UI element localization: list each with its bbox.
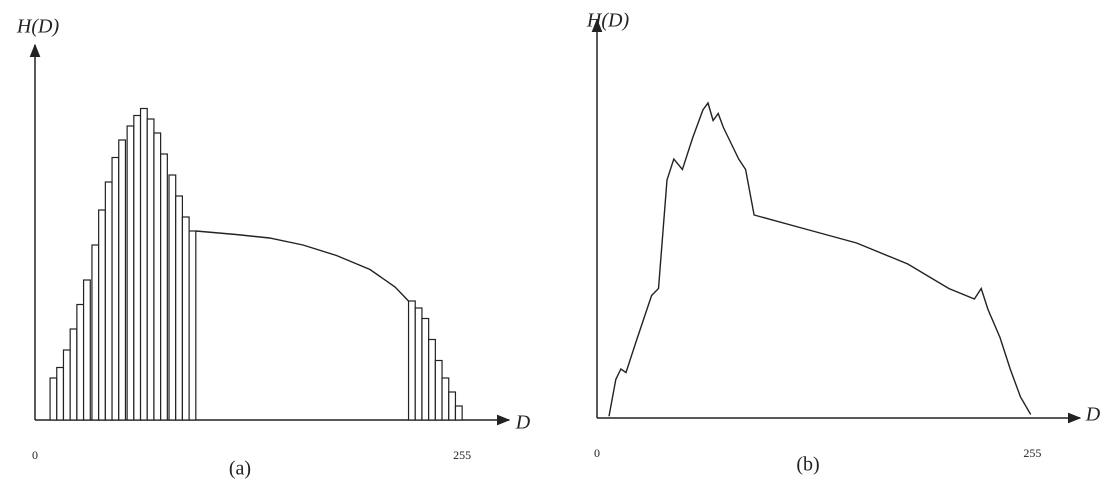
bar [147, 119, 154, 420]
x-tick-label: 0 [594, 446, 600, 460]
bar [154, 133, 161, 420]
bar [92, 245, 99, 420]
line [609, 103, 1031, 416]
bar [105, 182, 112, 420]
bar [182, 217, 189, 420]
bar [435, 361, 442, 421]
bar [70, 329, 77, 420]
bar [442, 378, 449, 420]
x-axis-label: D [1085, 404, 1101, 426]
bar [127, 126, 134, 420]
bar [119, 140, 126, 420]
bar [189, 231, 196, 420]
curve [196, 231, 409, 301]
bar [84, 280, 91, 420]
bar [176, 196, 183, 420]
x-tick-label: 255 [1023, 446, 1041, 460]
caption: (b) [796, 454, 819, 476]
bar [169, 175, 176, 420]
caption: (a) [229, 458, 251, 480]
bar [63, 350, 70, 420]
y-axis-label: H(D) [16, 16, 60, 38]
bar [415, 308, 422, 420]
bar [77, 305, 84, 421]
bar [161, 154, 168, 420]
x-tick-label: 0 [32, 448, 38, 462]
bar [455, 406, 462, 420]
bar [99, 210, 106, 420]
bar [429, 340, 436, 421]
bar [141, 109, 148, 421]
bar [57, 368, 64, 421]
y-axis-label: H(D) [586, 10, 630, 32]
x-axis-label: D [515, 412, 531, 434]
bar [134, 116, 141, 421]
bar [409, 301, 416, 420]
bar [449, 392, 456, 420]
figure: H(D) D (a) 0 255 H(D) D (b) 0 255 [0, 0, 1105, 501]
bar [112, 158, 119, 421]
bar [50, 378, 57, 420]
x-tick-label: 255 [453, 448, 471, 462]
bar [422, 319, 429, 421]
